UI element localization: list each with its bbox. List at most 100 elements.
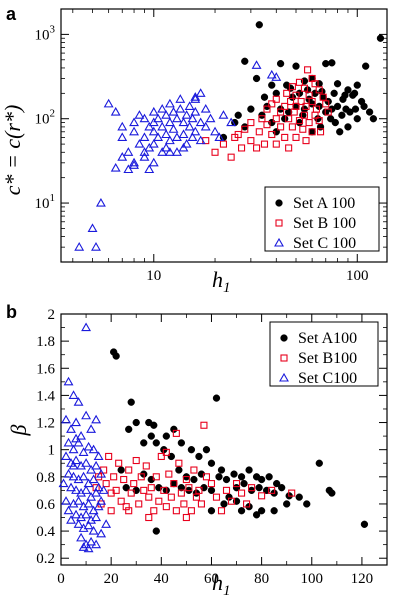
data-point [283, 500, 291, 508]
data-point [268, 130, 276, 139]
data-point [172, 132, 182, 141]
legend-label: Set C 100 [293, 235, 356, 252]
data-point [187, 507, 195, 515]
data-point [78, 471, 89, 481]
data-point [71, 433, 81, 443]
data-point [86, 536, 97, 546]
data-point [322, 59, 330, 68]
data-point [145, 493, 153, 501]
series-3 [58, 322, 112, 553]
data-point [253, 144, 261, 152]
data-point [281, 133, 289, 141]
data-point [187, 132, 198, 141]
data-point [139, 113, 150, 123]
data-point [240, 479, 248, 488]
data-point [148, 157, 159, 167]
panel-b-xlabel-sub: 1 [223, 583, 231, 599]
data-point [129, 157, 140, 167]
legend-label: Set C100 [298, 370, 357, 387]
data-point [297, 97, 305, 106]
panel-b: b 0 20 40 60 80 100 120 0.2 0.4 0.6 0.8 1 1.2 1.4 1.6 1… [6, 302, 388, 599]
data-point [200, 104, 211, 113]
panel-b-axis-ticks: 0 20 40 60 80 100 120 0.2 0.4 0.6 0.8 1 1.2 1.4 1.6 1.8… [36, 307, 387, 587]
data-point [63, 437, 74, 447]
data-point [91, 414, 102, 424]
data-point [178, 142, 189, 152]
data-point [139, 152, 150, 161]
y-tick-label: 0.2 [36, 551, 55, 567]
data-point [265, 473, 273, 481]
data-point [74, 242, 85, 251]
data-point [324, 108, 332, 116]
data-point [353, 81, 361, 89]
data-point [182, 475, 190, 484]
data-point [272, 95, 280, 103]
data-point [292, 133, 300, 141]
legend-marker [279, 372, 289, 382]
data-point [157, 452, 165, 461]
data-point [207, 507, 216, 515]
legend-marker [275, 199, 283, 207]
data-point [134, 138, 145, 148]
data-point [295, 78, 304, 86]
data-point [315, 459, 323, 467]
data-point [68, 444, 79, 454]
data-point [105, 452, 113, 461]
data-point [227, 153, 235, 161]
data-point [73, 496, 84, 505]
data-point [112, 352, 120, 360]
data-point [255, 21, 263, 29]
data-point [164, 135, 175, 145]
data-point [226, 117, 237, 127]
data-point [268, 486, 276, 494]
data-point [129, 160, 140, 169]
data-point [123, 164, 134, 174]
data-point [207, 486, 216, 495]
panel-a-x-axis-label: h1 [212, 267, 231, 296]
data-point [135, 500, 143, 508]
data-point [319, 93, 327, 101]
data-point [299, 125, 307, 133]
data-point [129, 117, 140, 127]
data-point [263, 121, 271, 129]
data-point [123, 147, 134, 156]
panel-a-data-points [74, 21, 385, 251]
y-tick-label: 102 [35, 108, 56, 128]
legend-box [269, 321, 379, 387]
data-point [63, 468, 74, 478]
data-point [96, 468, 107, 478]
data-point [117, 466, 125, 474]
data-point [288, 489, 296, 497]
data-point [302, 137, 310, 145]
x-tick-label: 100 [346, 268, 369, 284]
data-point [148, 138, 159, 148]
data-point [172, 507, 180, 515]
data-point [132, 456, 140, 465]
data-point [353, 115, 361, 123]
data-point [168, 106, 179, 116]
data-point [157, 147, 168, 156]
data-point [144, 164, 155, 174]
data-point [112, 486, 120, 494]
data-point [73, 519, 84, 528]
data-point [344, 123, 352, 131]
data-point [175, 459, 183, 467]
data-point [91, 242, 101, 251]
data-point [245, 466, 253, 474]
panel-b-letter: b [6, 302, 17, 322]
data-point [73, 397, 84, 406]
data-point [63, 376, 74, 386]
data-point [134, 110, 145, 119]
data-point [129, 126, 140, 136]
data-point [290, 108, 298, 116]
data-point [162, 503, 170, 511]
data-point [238, 489, 246, 497]
data-point [160, 486, 168, 494]
data-point [144, 121, 155, 131]
panel-b-data-points [58, 322, 369, 553]
panel-a-letter: a [6, 4, 17, 24]
data-point [214, 132, 225, 141]
x-tick-label: 80 [254, 571, 269, 587]
data-point [66, 424, 76, 433]
data-point [175, 94, 186, 103]
